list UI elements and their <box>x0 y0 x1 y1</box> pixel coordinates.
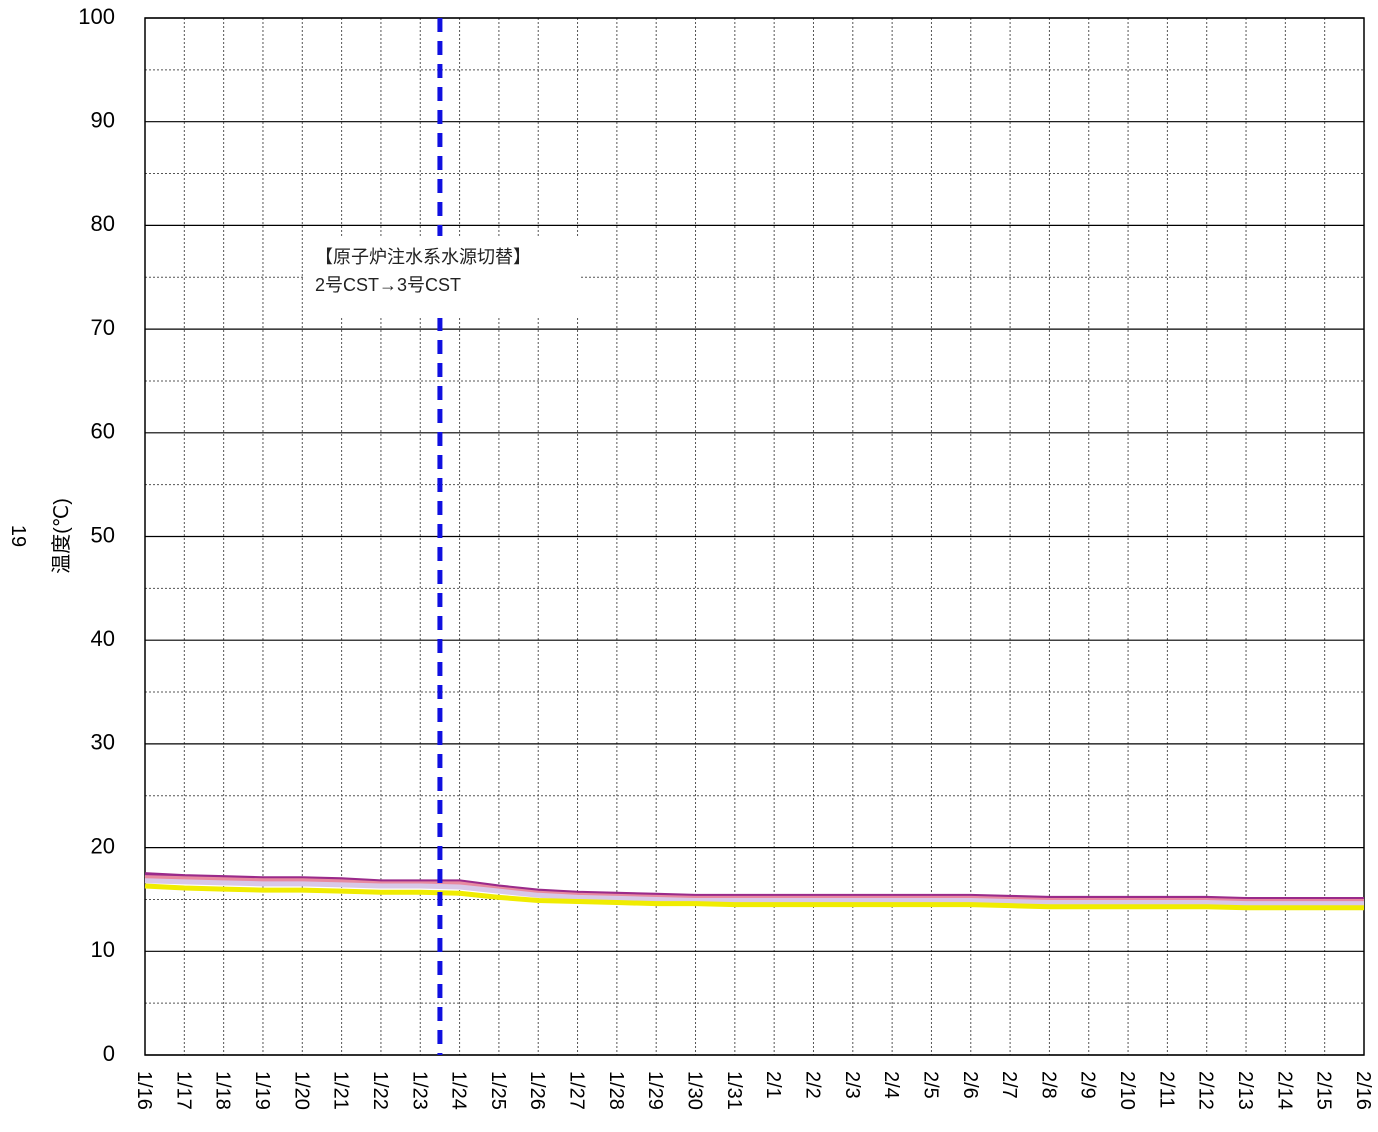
x-tick-label: 2/13 <box>1234 1071 1256 1110</box>
x-tick-label: 1/20 <box>290 1071 312 1110</box>
x-tick-label: 2/16 <box>1352 1071 1374 1110</box>
y-axis-label: 温度(℃) <box>50 498 73 574</box>
y-tick-label: 10 <box>91 937 115 962</box>
x-tick-label: 2/5 <box>919 1071 941 1099</box>
x-tick-label: 2/9 <box>1077 1071 1099 1099</box>
plot-frame <box>144 17 1365 1056</box>
x-tick-label: 2/4 <box>880 1071 902 1099</box>
x-tick-label: 1/31 <box>723 1071 745 1110</box>
x-tick-label: 2/3 <box>841 1071 863 1099</box>
x-tick-label: 1/26 <box>526 1071 548 1110</box>
y-tick-label: 0 <box>103 1041 115 1066</box>
x-tick-label: 2/11 <box>1155 1071 1177 1108</box>
x-tick-label: 1/22 <box>369 1071 391 1110</box>
x-tick-label: 1/23 <box>408 1071 430 1110</box>
x-tick-label: 1/28 <box>605 1071 627 1110</box>
x-tick-label: 2/1 <box>762 1071 784 1099</box>
x-tick-label: 1/18 <box>212 1071 234 1110</box>
x-tick-label: 2/12 <box>1195 1071 1217 1110</box>
x-tick-label: 1/19 <box>251 1071 273 1110</box>
y-tick-label: 70 <box>91 315 115 340</box>
series-line <box>144 883 1364 911</box>
series-layer <box>144 872 1364 911</box>
y-tick-label: 50 <box>91 522 115 547</box>
x-tick-label: 1/24 <box>448 1071 470 1110</box>
x-tick-label: 1/29 <box>644 1071 666 1110</box>
y-tick-label: 30 <box>91 730 115 755</box>
y-tick-label: 20 <box>91 833 115 858</box>
y-tick-label: 60 <box>91 419 115 444</box>
y-tick-label: 40 <box>91 626 115 651</box>
y-axis-label-extra: 19 <box>7 525 29 547</box>
x-tick-label: 2/7 <box>998 1071 1020 1099</box>
x-tick-label: 1/30 <box>684 1071 706 1110</box>
x-tick-label: 1/17 <box>172 1071 194 1110</box>
x-tick-label: 2/15 <box>1313 1071 1335 1110</box>
x-tick-label: 2/8 <box>1037 1071 1059 1099</box>
annotation-line-1: 【原子炉注水系水源切替】 <box>315 247 531 267</box>
x-tick-label: 2/14 <box>1273 1071 1295 1110</box>
y-tick-label: 90 <box>91 108 115 133</box>
x-axis-ticks: 1/16 1/17 1/18 1/19 1/20 1/21 1/22 1/23 1/24 1/25… <box>133 1071 1374 1110</box>
x-tick-label: 1/27 <box>566 1071 588 1110</box>
y-tick-label: 80 <box>91 211 115 236</box>
y-tick-label: 100 <box>78 4 115 29</box>
annotation-box: 【原子炉注水系水源切替】 2号CST→3号CST <box>303 236 579 318</box>
x-tick-label: 1/16 <box>133 1071 155 1110</box>
x-tick-label: 2/10 <box>1116 1071 1138 1110</box>
series-line <box>144 878 1364 907</box>
annotation-line-2: 2号CST→3号CST <box>315 275 462 295</box>
x-tick-label: 1/25 <box>487 1071 509 1110</box>
x-tick-label: 1/21 <box>330 1071 352 1110</box>
x-tick-label: 2/2 <box>801 1071 823 1099</box>
y-axis-ticks: 0 10 20 30 40 50 60 70 80 90 100 <box>78 4 115 1066</box>
x-tick-label: 2/6 <box>959 1071 981 1099</box>
